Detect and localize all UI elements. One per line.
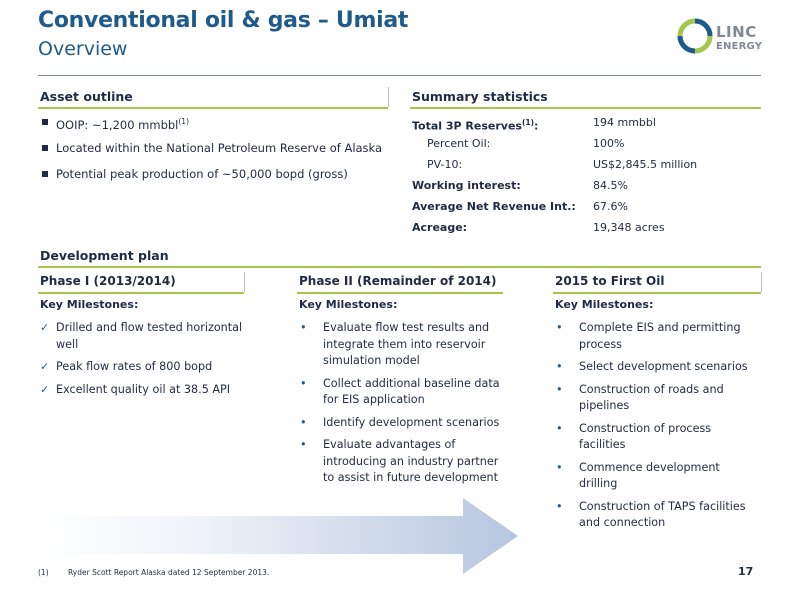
square-bullet-icon — [42, 119, 48, 125]
summary-statistics-table: Total 3P Reserves(1): 194 mmbbl Percent … — [412, 113, 762, 239]
square-bullet-icon — [42, 145, 48, 151]
checkmark-icon: ✓ — [40, 382, 50, 396]
stat-value: 194 mmbbl — [593, 116, 656, 129]
list-item: ✓ Peak flow rates of 800 bopd — [40, 359, 250, 376]
list-item: • Evaluate flow test results and integrat… — [300, 321, 490, 367]
summary-statistics-heading: Summary statistics — [412, 89, 548, 104]
list-item: ✓ Excellent quality oil at 38.5 API — [40, 382, 250, 399]
phase-3-underline — [553, 292, 761, 294]
stat-label: Total 3P Reserves(1): — [412, 118, 539, 133]
bullet-icon: • — [556, 499, 563, 513]
list-item: OOIP: ~1,200 mmbbl(1) — [40, 114, 400, 140]
phase-1-end-rule — [244, 272, 245, 292]
stat-value: 19,348 acres — [593, 221, 665, 234]
bullet-icon: • — [300, 438, 307, 451]
phase-2-title: Phase II (Remainder of 2014) — [299, 274, 497, 288]
header-divider — [38, 75, 761, 76]
logo-text-linc: LINC — [716, 23, 757, 41]
table-row: Average Net Revenue Int.: 67.6% — [412, 197, 762, 218]
timeline-arrow — [38, 498, 518, 574]
table-row: Total 3P Reserves(1): 194 mmbbl — [412, 113, 762, 134]
phase-1-underline — [38, 292, 244, 294]
table-row: Acreage: 19,348 acres — [412, 218, 762, 239]
list-item: • Construction of TAPS facilities and con… — [556, 499, 746, 530]
summary-statistics-underline — [410, 107, 761, 109]
stat-value: 84.5% — [593, 179, 628, 192]
square-bullet-icon — [42, 171, 48, 177]
phase-1-milestones: ✓ Drilled and flow tested horizontal well… — [40, 320, 250, 404]
footnote-text: Ryder Scott Report Alaska dated 12 Septe… — [68, 568, 270, 577]
logo-text-energy: ENERGY — [716, 41, 763, 52]
bullet-icon: • — [300, 376, 307, 390]
footnote: (1) Ryder Scott Report Alaska dated 12 S… — [38, 568, 269, 577]
page-number: 17 — [738, 565, 754, 578]
bullet-icon: • — [300, 321, 307, 334]
list-item: • Identify development scenarios — [299, 415, 509, 432]
stat-label: Acreage: — [412, 221, 468, 234]
list-item: Located within the National Petroleum Re… — [40, 140, 400, 166]
asset-item-text: Potential peak production of ~50,000 bop… — [56, 167, 348, 181]
stat-label: Working interest: — [412, 179, 521, 192]
page-subtitle: Overview — [38, 38, 128, 60]
table-row: Working interest: 84.5% — [412, 176, 762, 197]
page-title: Conventional oil & gas – Umiat — [38, 8, 409, 33]
checkmark-icon: ✓ — [40, 321, 50, 334]
phase-3-milestones: • Complete EIS and permitting process • Se… — [555, 320, 760, 538]
stat-value: 100% — [593, 137, 625, 150]
list-item: • Commence development drilling — [556, 460, 720, 491]
bullet-icon: • — [556, 382, 563, 396]
phase-2-milestones: • Evaluate flow test results and integrat… — [299, 320, 509, 493]
phase-2-underline — [297, 292, 503, 294]
list-item: • Collect additional baseline data for EI… — [300, 376, 500, 407]
stat-label: PV-10: — [427, 158, 463, 171]
list-item: • Construction of process facilities — [556, 421, 712, 452]
list-item: Potential peak production of ~50,000 bop… — [40, 166, 400, 192]
phase-3-title: 2015 to First Oil — [555, 274, 665, 288]
footnote-ref: (1) — [178, 117, 189, 126]
asset-outline-list: OOIP: ~1,200 mmbbl(1) Located within the… — [40, 114, 400, 192]
list-item: ✓ Drilled and flow tested horizontal well — [40, 321, 243, 351]
phase-1-title: Phase I (2013/2014) — [40, 274, 176, 288]
phase-1-key-milestones: Key Milestones: — [40, 298, 139, 311]
asset-item-text: OOIP: ~1,200 mmbbl — [56, 117, 179, 132]
logo-ring-icon — [677, 18, 713, 54]
bullet-icon: • — [556, 460, 563, 474]
stat-label: Percent Oil: — [427, 137, 491, 150]
asset-outline-heading: Asset outline — [40, 89, 133, 104]
bullet-icon: • — [300, 415, 307, 429]
stat-label: Average Net Revenue Int.: — [412, 200, 576, 213]
table-row: PV-10: US$2,845.5 million — [412, 155, 762, 176]
bullet-icon: • — [556, 421, 563, 435]
linc-energy-logo: LINC ENERGY — [676, 16, 766, 60]
phase-3-key-milestones: Key Milestones: — [555, 298, 654, 311]
checkmark-icon: ✓ — [40, 360, 50, 373]
development-plan-heading: Development plan — [40, 248, 169, 263]
phase-3-end-rule — [761, 272, 762, 292]
stat-value: US$2,845.5 million — [593, 158, 698, 171]
list-item: • Construction of roads and pipelines — [556, 382, 724, 413]
list-item: • Select development scenarios — [555, 359, 760, 376]
bullet-icon: • — [556, 360, 563, 373]
list-item: • Complete EIS and permitting process — [556, 321, 741, 351]
footnote-marker: (1) — [38, 568, 49, 577]
asset-outline-end-rule — [388, 87, 389, 107]
list-item: • Evaluate advantages of introducing an i… — [300, 438, 499, 484]
development-plan-underline — [38, 266, 761, 268]
phase-2-key-milestones: Key Milestones: — [299, 298, 398, 311]
asset-item-text: Located within the National Petroleum Re… — [56, 141, 383, 155]
bullet-icon: • — [556, 321, 563, 334]
table-row: Percent Oil: 100% — [412, 134, 762, 155]
stat-value: 67.6% — [593, 200, 628, 213]
asset-outline-underline — [38, 107, 388, 109]
